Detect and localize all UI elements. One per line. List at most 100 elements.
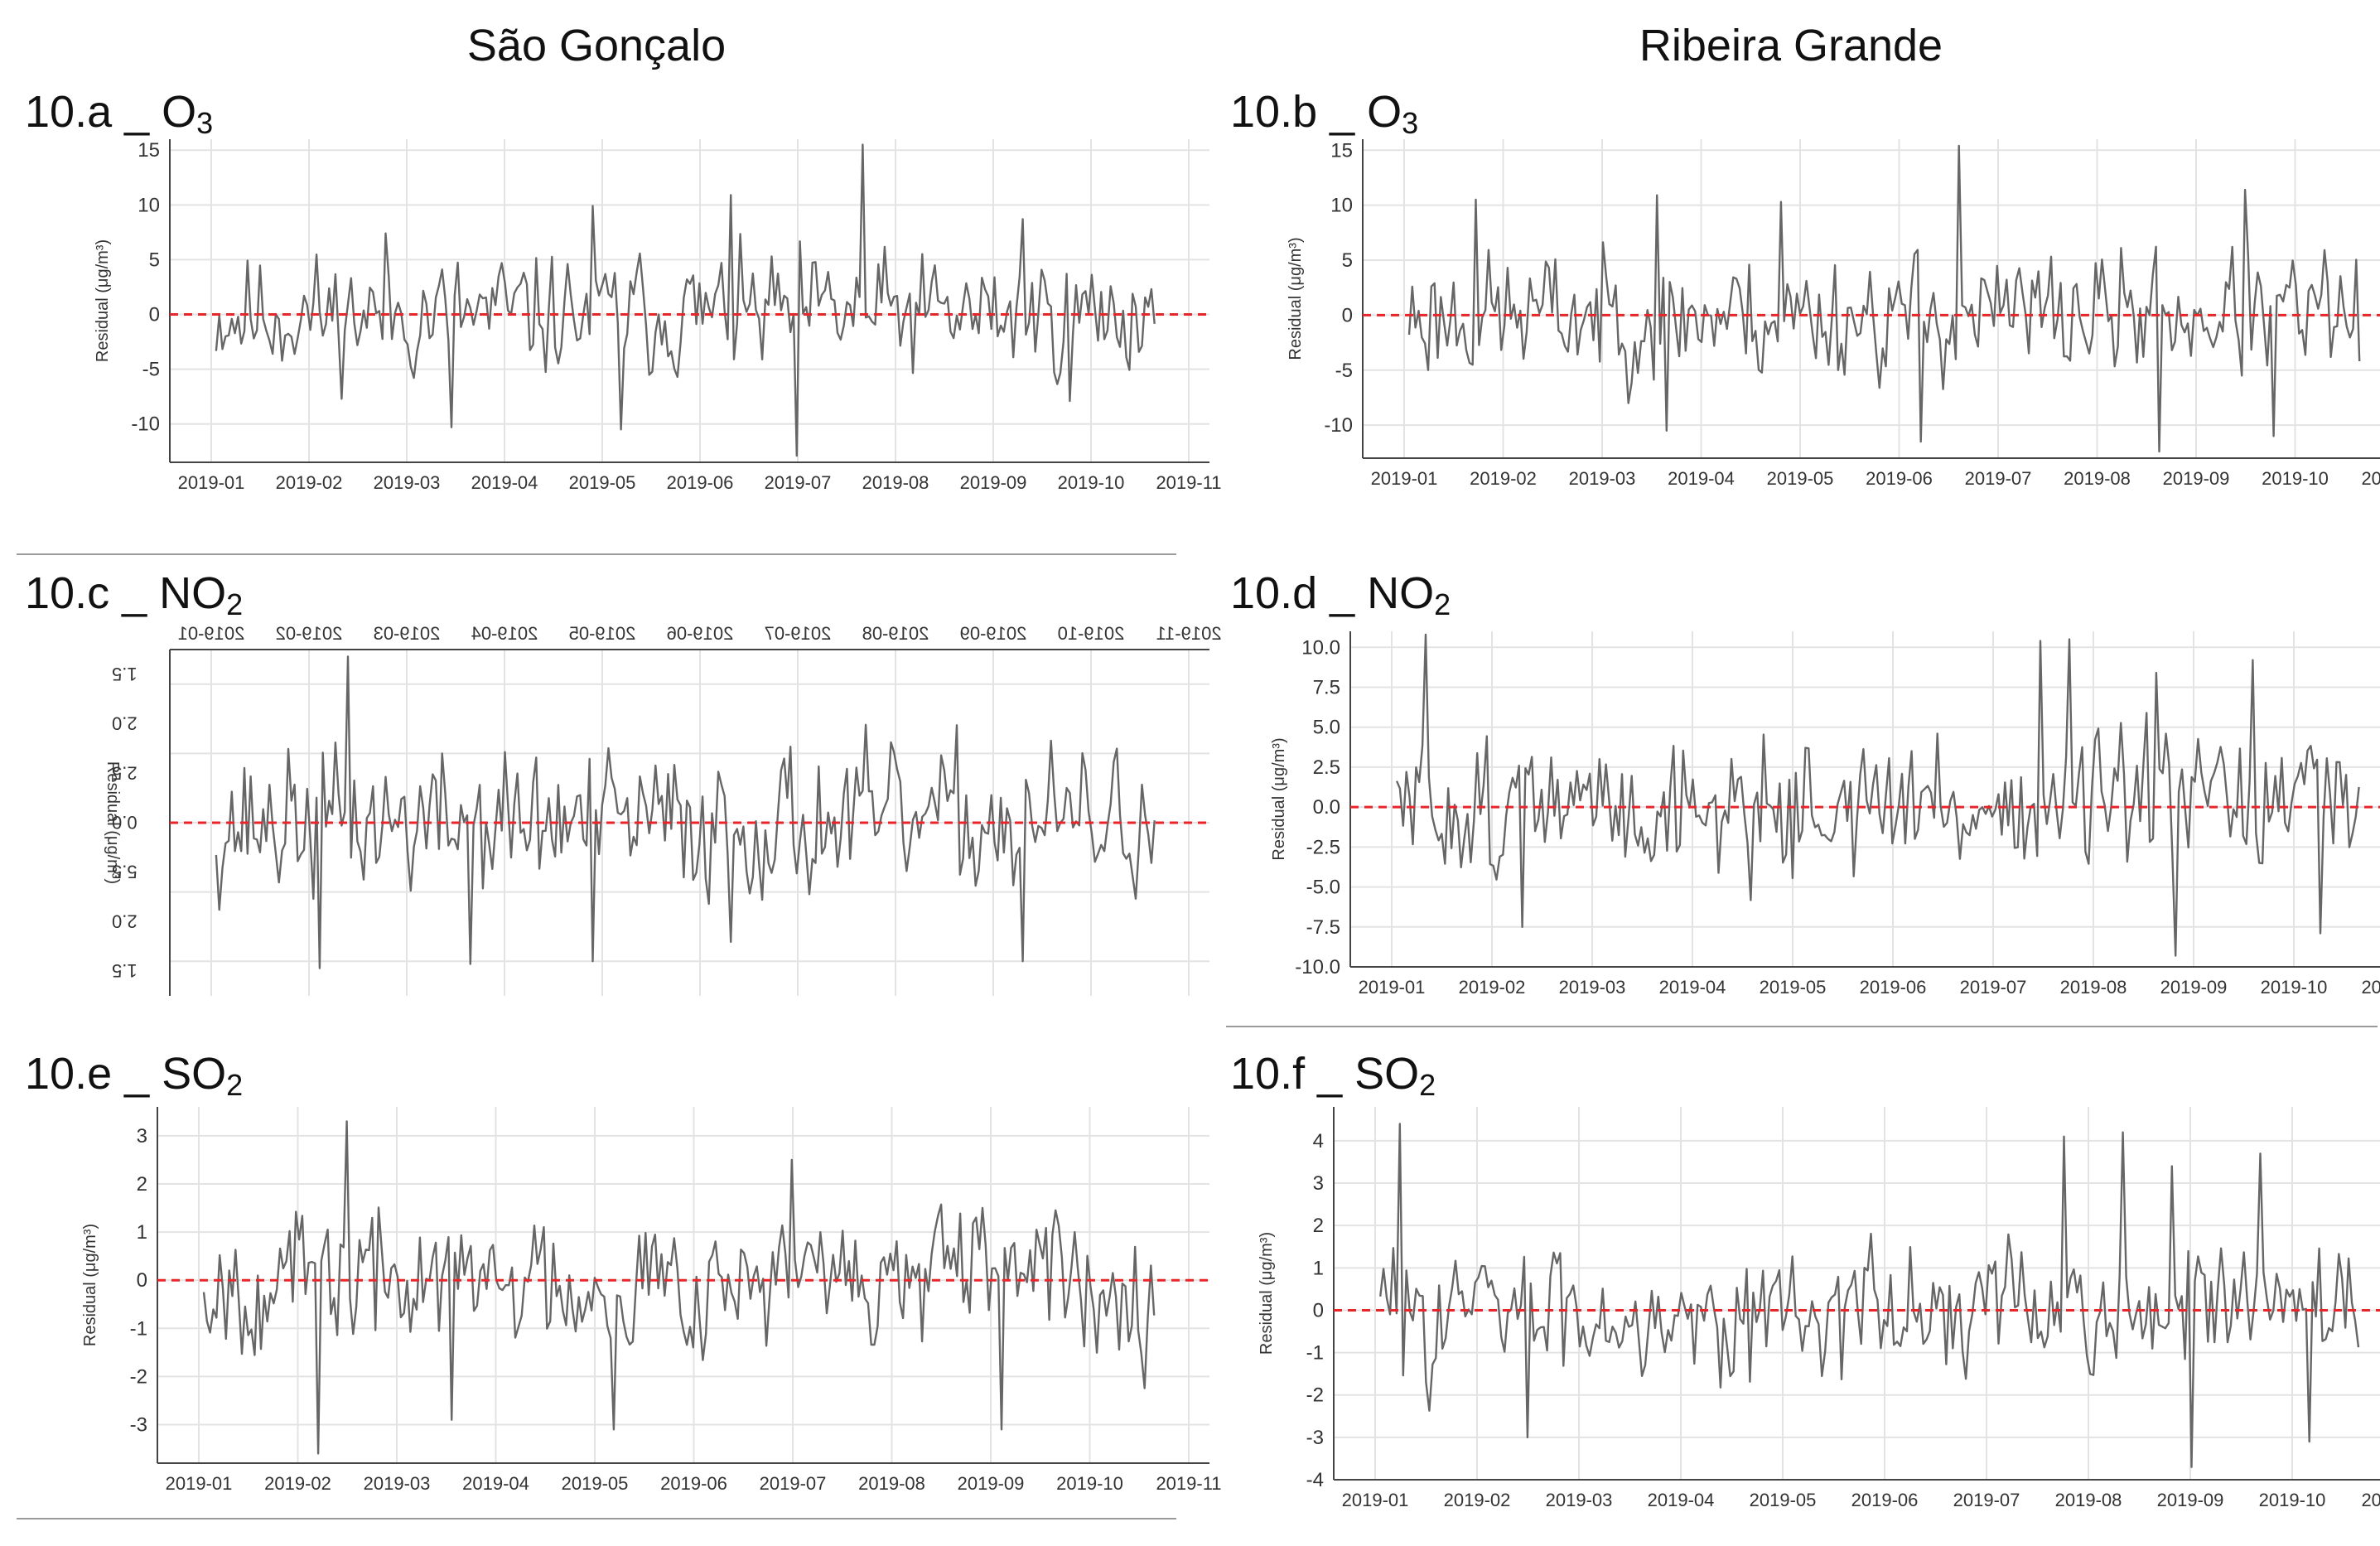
- x-tick-label: 2019-11: [1156, 623, 1221, 644]
- x-tick-label: 2019-11: [1156, 472, 1221, 493]
- y-tick-label: -2.5: [1306, 836, 1340, 858]
- x-tick-label: 2019-09: [2160, 977, 2228, 998]
- y-axis-label: Residual (μg/m³): [81, 1224, 99, 1346]
- x-tick-label: 2019-02: [1459, 977, 1526, 998]
- y-tick-label: 15: [1330, 139, 1353, 162]
- x-tick-label: 2019-02: [1470, 468, 1537, 489]
- y-tick-label: 7.5: [1313, 677, 1340, 699]
- x-tick-label: 2019-10: [2261, 977, 2328, 998]
- y-tick-label: 0: [137, 1269, 147, 1292]
- y-tick-label: 3: [137, 1125, 147, 1147]
- x-tick-label: 2019-04: [1648, 1490, 1715, 1510]
- chart-panel-a: 2019-01 2019-02 2019-03 2019-04 2019-05 2019-…: [94, 139, 1222, 493]
- chart-panel-f: 2019-01 2019-02 2019-03 2019-04 2019-05 2019-…: [1258, 1107, 2380, 1510]
- x-tick-label: 2019-05: [569, 472, 636, 493]
- panel-label-a: 10.a _ O3: [25, 87, 214, 140]
- x-tick-label: 2019-02: [276, 623, 343, 644]
- residual-series-line: [215, 143, 1156, 457]
- x-tick-label: 2019-04: [1659, 977, 1726, 998]
- x-tick-label: 2019-04: [471, 623, 538, 644]
- residual-series-line: [202, 1120, 1156, 1455]
- x-tick-label: 2019-02: [1444, 1490, 1511, 1510]
- column-title-ribeira-grande: Ribeira Grande: [1639, 21, 1943, 70]
- y-tick-label: 5.5: [112, 862, 138, 882]
- y-tick-label: 2: [1313, 1215, 1324, 1237]
- x-tick-label: 2019-06: [660, 1473, 727, 1494]
- y-axis-label: Residual (μg/m³): [94, 239, 112, 362]
- x-tick-label: 2019-08: [2055, 1490, 2122, 1510]
- column-title-sao-goncalo: São Gonçalo: [466, 21, 727, 70]
- x-tick-label: 2019-07: [1953, 1490, 2020, 1510]
- y-tick-label: -1: [1306, 1342, 1324, 1365]
- x-tick-label: 2019-09: [958, 1473, 1025, 1494]
- y-tick-label: 15: [138, 139, 160, 162]
- residual-series-line: [1407, 144, 2361, 453]
- y-tick-label: -10: [131, 413, 160, 436]
- residual-series-line: [1379, 1123, 2360, 1468]
- x-tick-label: 2019-01: [1371, 468, 1438, 489]
- y-axis-label: Residual (μg/m³): [1287, 237, 1305, 360]
- x-tick-label: 2019-05: [1767, 468, 1834, 489]
- y-tick-label: -3: [1306, 1427, 1324, 1449]
- y-tick-label: 5.0: [1313, 717, 1340, 739]
- x-tick-label: 2019-07: [1965, 468, 2032, 489]
- y-tick-label: 2.0: [112, 911, 138, 931]
- y-tick-label: 5: [1342, 249, 1353, 272]
- chart-panel-b: 2019-01 2019-02 2019-03 2019-04 2019-05 2019-…: [1287, 139, 2380, 489]
- x-tick-label: 2019-01: [1342, 1490, 1409, 1510]
- y-tick-label: 0.0: [1313, 796, 1340, 819]
- x-tick-label: 2019-08: [858, 1473, 925, 1494]
- y-tick-label: 5: [149, 249, 160, 271]
- y-axis-label: Residual (μg/m³): [104, 761, 122, 884]
- panel-label-e: 10.e _ SO2: [25, 1049, 244, 1102]
- x-tick-label: 2019-03: [1559, 977, 1626, 998]
- x-tick-label: 2019-02: [264, 1473, 331, 1494]
- x-tick-label: 2019-07: [760, 1473, 827, 1494]
- y-tick-label: 10: [1330, 195, 1353, 217]
- x-tick-label: 2019-05: [562, 1473, 629, 1494]
- x-tick-label: 2019-06: [1851, 1490, 1919, 1510]
- y-tick-label: 2.5: [112, 762, 138, 783]
- x-tick-label: 2019-07: [765, 623, 832, 644]
- separator: [1226, 1026, 2378, 1027]
- panel-label-c: 10.c _ NO2: [25, 568, 244, 621]
- x-tick-label: 2019-04: [462, 1473, 529, 1494]
- x-tick-label: 2019-09: [2163, 468, 2230, 489]
- y-tick-label: -4: [1306, 1469, 1324, 1491]
- x-tick-label: 2019-07: [765, 472, 832, 493]
- x-tick-label: 2019-09: [960, 623, 1027, 644]
- chart-panel-d: 2019-01 2019-02 2019-03 2019-04 2019-05 2019-…: [1270, 631, 2380, 998]
- x-tick-label: 2019-04: [1668, 468, 1735, 489]
- y-tick-label: -2: [130, 1365, 147, 1388]
- panel-label-b: 10.b _ O3: [1230, 87, 1419, 140]
- x-tick-label: 2019-03: [374, 472, 441, 493]
- x-tick-label: 2019-03: [1569, 468, 1636, 489]
- chart-panel-e: 2019-01 2019-02 2019-03 2019-04 2019-05 2019-…: [81, 1107, 1222, 1494]
- y-tick-label: 0.0: [112, 812, 138, 833]
- x-tick-label: 2019-08: [862, 472, 929, 493]
- x-tick-label: 2019-08: [862, 623, 929, 644]
- y-tick-label: 2: [137, 1173, 147, 1196]
- x-tick-label: 2019-04: [471, 472, 538, 493]
- y-tick-label: 0: [149, 304, 160, 326]
- y-axis-label: Residual (μg/m³): [1270, 737, 1288, 860]
- x-tick-label: 2019-06: [1866, 468, 1933, 489]
- x-tick-label: 2019-01: [1359, 977, 1426, 998]
- y-tick-label: 10: [138, 194, 160, 216]
- y-tick-label: 2.5: [1313, 756, 1340, 779]
- separator: [17, 1518, 1176, 1519]
- y-tick-label: -7.5: [1306, 916, 1340, 939]
- x-tick-label: 2019-03: [1546, 1490, 1613, 1510]
- y-axis-label: Residual (μg/m³): [1258, 1232, 1276, 1355]
- chart-panel-c: 2019-01 2019-02 2019-03 2019-04 2019-05 2019-…: [104, 623, 1222, 996]
- x-tick-label: 2019-11: [2361, 977, 2380, 998]
- x-tick-label: 2019-07: [1960, 977, 2027, 998]
- x-tick-label: 2019-08: [2064, 468, 2131, 489]
- y-tick-label: 3: [1313, 1172, 1324, 1195]
- x-tick-label: 2019-05: [569, 623, 636, 644]
- panel-label-d: 10.d _ NO2: [1230, 568, 1451, 621]
- y-tick-label: -10.0: [1295, 956, 1340, 978]
- x-tick-label: 2019-10: [1056, 1473, 1123, 1494]
- x-tick-label: 2019-03: [364, 1473, 431, 1494]
- x-tick-label: 2019-09: [960, 472, 1027, 493]
